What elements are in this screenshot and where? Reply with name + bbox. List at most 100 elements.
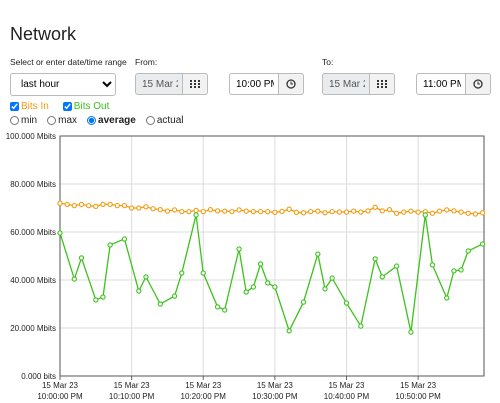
data-point (401, 209, 407, 215)
data-point (315, 208, 321, 214)
data-point (93, 297, 99, 303)
mode-name: min (21, 115, 38, 126)
data-point (386, 207, 393, 213)
from-time[interactable] (229, 73, 281, 95)
data-point (451, 268, 457, 274)
x-tick-label: 10:40:00 PM (324, 392, 370, 401)
series-line (59, 214, 483, 333)
from-label: From: (135, 57, 158, 67)
data-point (57, 230, 63, 236)
data-point (422, 208, 428, 215)
mode-option[interactable]: min (10, 115, 37, 126)
data-point (265, 280, 271, 286)
data-point (322, 210, 328, 216)
mode-option[interactable]: actual (145, 115, 184, 126)
data-point (372, 204, 378, 210)
series-toggle[interactable]: Bits Out (62, 101, 110, 112)
clock-icon (286, 79, 296, 89)
data-point (121, 236, 128, 242)
data-point (78, 201, 85, 208)
data-point (286, 206, 292, 212)
x-tick-label: 15 Mar 23 (328, 381, 365, 390)
series-checkbox[interactable] (62, 102, 72, 111)
data-point (136, 205, 142, 211)
data-point (171, 207, 178, 213)
page-title: Network (10, 24, 77, 44)
data-point (329, 275, 335, 281)
data-point (350, 208, 357, 214)
mode-option[interactable]: average (87, 115, 136, 126)
data-point (71, 202, 77, 209)
calendar-button[interactable] (369, 73, 395, 95)
data-point (114, 202, 120, 209)
data-point (243, 208, 249, 214)
data-point (243, 289, 249, 295)
mode-radio[interactable] (145, 116, 155, 125)
data-point (465, 248, 471, 254)
data-point (300, 299, 307, 305)
data-point (121, 202, 128, 209)
calendar-icon (377, 80, 387, 88)
data-point (393, 263, 400, 269)
mode-radio[interactable] (87, 116, 97, 125)
calendar-button[interactable] (182, 73, 208, 95)
data-point (128, 205, 135, 211)
clock-button[interactable] (278, 73, 304, 95)
range-select[interactable]: last hour (10, 73, 116, 96)
data-point (71, 276, 77, 282)
data-point (186, 208, 192, 215)
mode-option[interactable]: max (47, 115, 77, 126)
y-tick-label: 100.000 Mbits (6, 132, 56, 141)
data-point (408, 329, 414, 335)
mode-name: average (98, 115, 136, 126)
data-point (429, 262, 436, 268)
x-tick-label: 10:10:00 PM (109, 392, 155, 401)
data-point (458, 209, 464, 215)
data-point (257, 208, 264, 215)
data-point (336, 209, 342, 215)
data-point (379, 274, 385, 280)
x-tick-label: 15 Mar 23 (257, 381, 294, 390)
data-point (100, 294, 106, 300)
data-point (164, 208, 171, 214)
data-point (429, 210, 436, 216)
data-point (472, 211, 479, 217)
data-point (458, 267, 464, 273)
range-label: Select or enter date/time range (10, 57, 127, 67)
data-point (93, 203, 99, 209)
mode-radio[interactable] (47, 116, 57, 125)
mode-radio[interactable] (10, 116, 19, 125)
series-name: Bits In (21, 101, 49, 112)
series-line (59, 202, 483, 215)
data-point (444, 295, 450, 301)
to-time[interactable] (416, 73, 468, 95)
data-point (222, 307, 228, 313)
x-tick-label: 10:50:00 PM (395, 392, 441, 401)
x-tick-label: 15 Mar 23 (185, 381, 222, 390)
series-checkbox[interactable] (10, 102, 19, 111)
from-date[interactable] (135, 73, 185, 95)
data-point (286, 328, 292, 334)
y-tick-label: 40.000 Mbits (10, 276, 56, 285)
data-point (214, 208, 221, 214)
series-name: Bits Out (73, 101, 110, 112)
data-point (272, 284, 278, 290)
x-tick-label: 15 Mar 23 (114, 381, 151, 390)
data-point (300, 210, 307, 216)
clock-button[interactable] (465, 73, 491, 95)
data-point (200, 270, 206, 276)
data-point (293, 209, 300, 215)
series-toggle[interactable]: Bits In (10, 101, 49, 112)
data-point (157, 301, 163, 307)
data-point (479, 241, 486, 247)
to-date[interactable] (322, 73, 372, 95)
data-point (257, 261, 264, 267)
data-point (171, 293, 178, 299)
calendar-icon (190, 80, 200, 88)
data-point (200, 208, 206, 215)
data-point (250, 208, 257, 215)
data-point (358, 323, 364, 329)
y-tick-label: 0.000 bits (21, 372, 56, 381)
clock-icon (473, 79, 483, 89)
